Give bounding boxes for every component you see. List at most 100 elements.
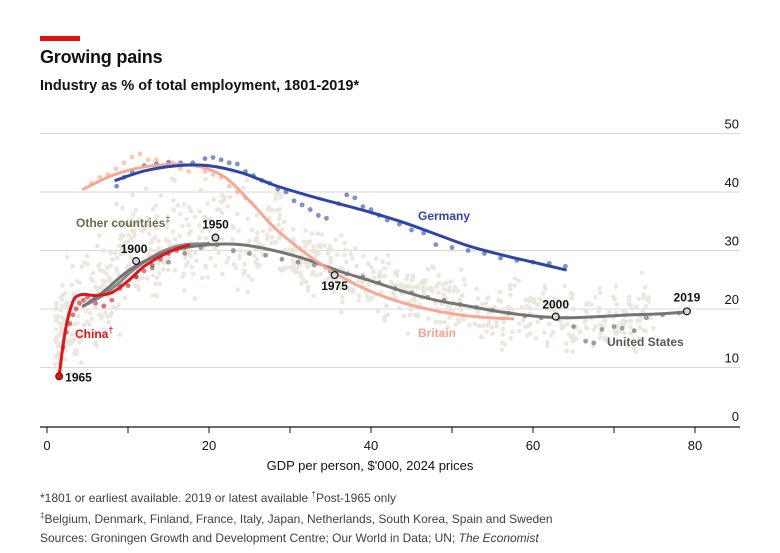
other-point (315, 243, 321, 249)
year-label-2019: 2019 (674, 290, 701, 304)
other-point (423, 277, 429, 283)
other-point (249, 277, 255, 283)
other-point (128, 222, 133, 227)
other-point (425, 267, 431, 272)
other-point (76, 314, 81, 319)
other-point (236, 228, 241, 234)
other-point (110, 257, 115, 262)
other-point (189, 264, 194, 270)
other-point (273, 193, 279, 198)
other-point (197, 235, 202, 241)
other-point (410, 276, 415, 281)
germany-point (352, 195, 358, 201)
year-marker-2000 (551, 312, 560, 321)
other-point (103, 329, 109, 334)
other-point (615, 340, 620, 346)
other-point (541, 330, 547, 335)
other-point (269, 235, 275, 240)
other-point (70, 264, 75, 269)
germany-point (202, 156, 208, 162)
accent-bar (40, 36, 80, 41)
other-point (440, 281, 445, 287)
trend-lines (57, 162, 689, 378)
other-point (79, 360, 84, 366)
other-point (186, 222, 192, 228)
germany-point (234, 161, 240, 167)
other-point (93, 284, 98, 290)
other-point (120, 205, 125, 211)
other-point (379, 289, 384, 295)
other-point (516, 321, 522, 326)
other-point (55, 344, 61, 349)
other-point (628, 318, 633, 324)
germany-point (291, 198, 297, 204)
other-point (309, 231, 315, 236)
other-point (118, 251, 123, 257)
other-point (441, 286, 447, 292)
other-point (90, 278, 96, 284)
other-point (241, 185, 246, 191)
other-point (571, 306, 577, 312)
other-point (103, 310, 108, 316)
other-point (245, 216, 251, 222)
other-point (172, 178, 178, 184)
other-point (182, 288, 187, 293)
other-point (512, 283, 518, 288)
chart-subtitle: Industry as % of total employment, 1801-… (40, 78, 360, 94)
other-point (108, 250, 113, 256)
other-point (118, 236, 123, 241)
other-point (364, 294, 370, 299)
other-point (97, 261, 102, 267)
other-point (385, 252, 391, 258)
other-point (286, 247, 292, 253)
other-point (636, 318, 641, 324)
other-point (77, 331, 83, 337)
other-point (230, 224, 236, 229)
other-point (305, 264, 310, 270)
other-point (628, 331, 634, 336)
germany-point (344, 192, 350, 198)
other-point (219, 193, 225, 198)
other-point (277, 191, 283, 196)
chart-title: Growing pains (40, 47, 163, 67)
y-tick-label-10: 10 (725, 351, 739, 366)
other-point (213, 263, 218, 268)
other-point (100, 268, 106, 274)
other-point (634, 304, 639, 310)
x-axis-label: GDP per person, $'000, 2024 prices (266, 458, 474, 473)
other-point (531, 300, 537, 305)
other-point (255, 264, 260, 270)
other-point (356, 293, 362, 299)
china-point (81, 297, 86, 303)
united-states-point (591, 340, 597, 346)
other-point (620, 308, 626, 314)
other-point (430, 264, 435, 269)
other-point (566, 332, 572, 337)
other-point (475, 296, 481, 301)
other-point (564, 348, 569, 354)
britain-point (129, 154, 135, 160)
other-point (584, 325, 589, 330)
other-point (626, 301, 631, 306)
other-point (561, 324, 567, 329)
y-tick-label-30: 30 (725, 234, 739, 249)
other-point (602, 319, 607, 324)
other-point (89, 316, 95, 322)
other-point (138, 227, 144, 233)
other-point (384, 303, 389, 309)
other-point (122, 250, 127, 255)
other-point (436, 281, 441, 286)
other-point (58, 307, 63, 313)
other-point (626, 294, 632, 300)
other-countries-label-sup: ‡ (165, 214, 170, 224)
other-point (397, 305, 402, 311)
china-point (149, 262, 155, 268)
other-point (318, 271, 324, 277)
other-point (107, 275, 112, 281)
other-point (254, 256, 260, 262)
other-point (208, 255, 213, 261)
united-states-point (644, 315, 649, 321)
other-point (298, 273, 304, 279)
other-point (78, 336, 84, 341)
other-point (376, 309, 381, 314)
